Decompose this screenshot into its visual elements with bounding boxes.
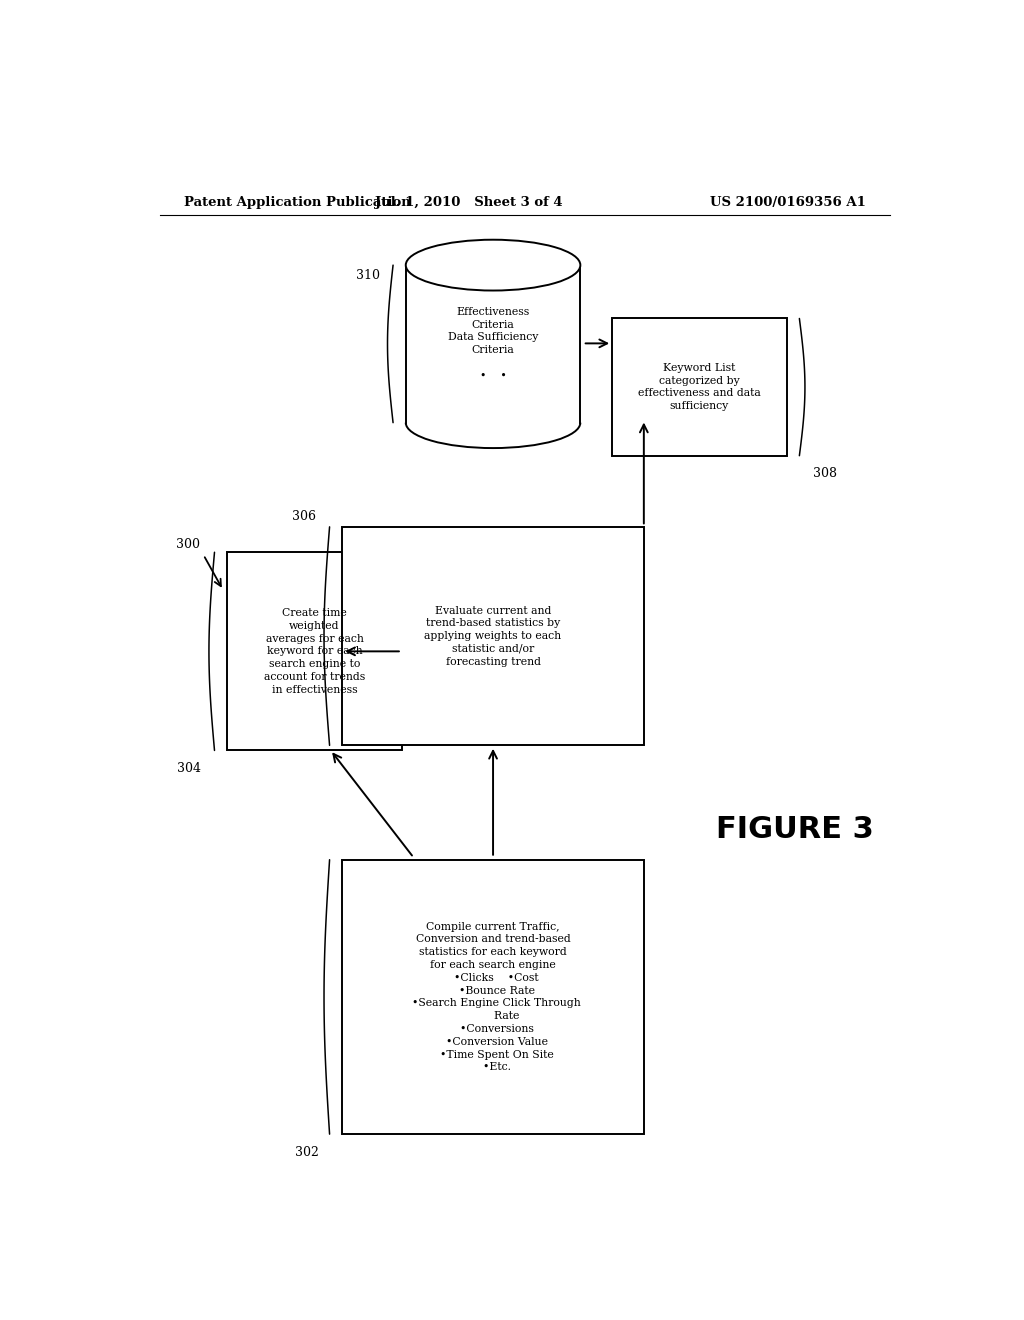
Text: 310: 310 (355, 269, 380, 281)
Text: Patent Application Publication: Patent Application Publication (183, 195, 411, 209)
Text: Jul. 1, 2010   Sheet 3 of 4: Jul. 1, 2010 Sheet 3 of 4 (376, 195, 563, 209)
Bar (406, 265, 581, 422)
Bar (612, 318, 786, 455)
Text: 308: 308 (813, 467, 837, 480)
Text: Effectiveness
Criteria
Data Sufficiency
Criteria

•    •: Effectiveness Criteria Data Sufficiency … (447, 306, 539, 381)
Text: 302: 302 (295, 1146, 318, 1159)
Text: US 2100/0169356 A1: US 2100/0169356 A1 (711, 195, 866, 209)
Text: 304: 304 (177, 762, 201, 775)
Ellipse shape (406, 240, 581, 290)
Bar (227, 552, 401, 751)
Text: Keyword List
categorized by
effectiveness and data
sufficiency: Keyword List categorized by effectivenes… (638, 363, 761, 412)
Text: 306: 306 (292, 511, 316, 523)
Text: Evaluate current and
trend-based statistics by
applying weights to each
statisti: Evaluate current and trend-based statist… (425, 606, 561, 667)
Text: Compile current Traffic,
Conversion and trend-based
statistics for each keyword
: Compile current Traffic, Conversion and … (406, 921, 581, 1072)
Text: 300: 300 (175, 539, 200, 552)
Bar (342, 527, 644, 746)
Text: FIGURE 3: FIGURE 3 (716, 814, 873, 843)
Bar (342, 859, 644, 1134)
Text: Create time
weighted
averages for each
keyword for each
search engine to
account: Create time weighted averages for each k… (264, 609, 366, 694)
